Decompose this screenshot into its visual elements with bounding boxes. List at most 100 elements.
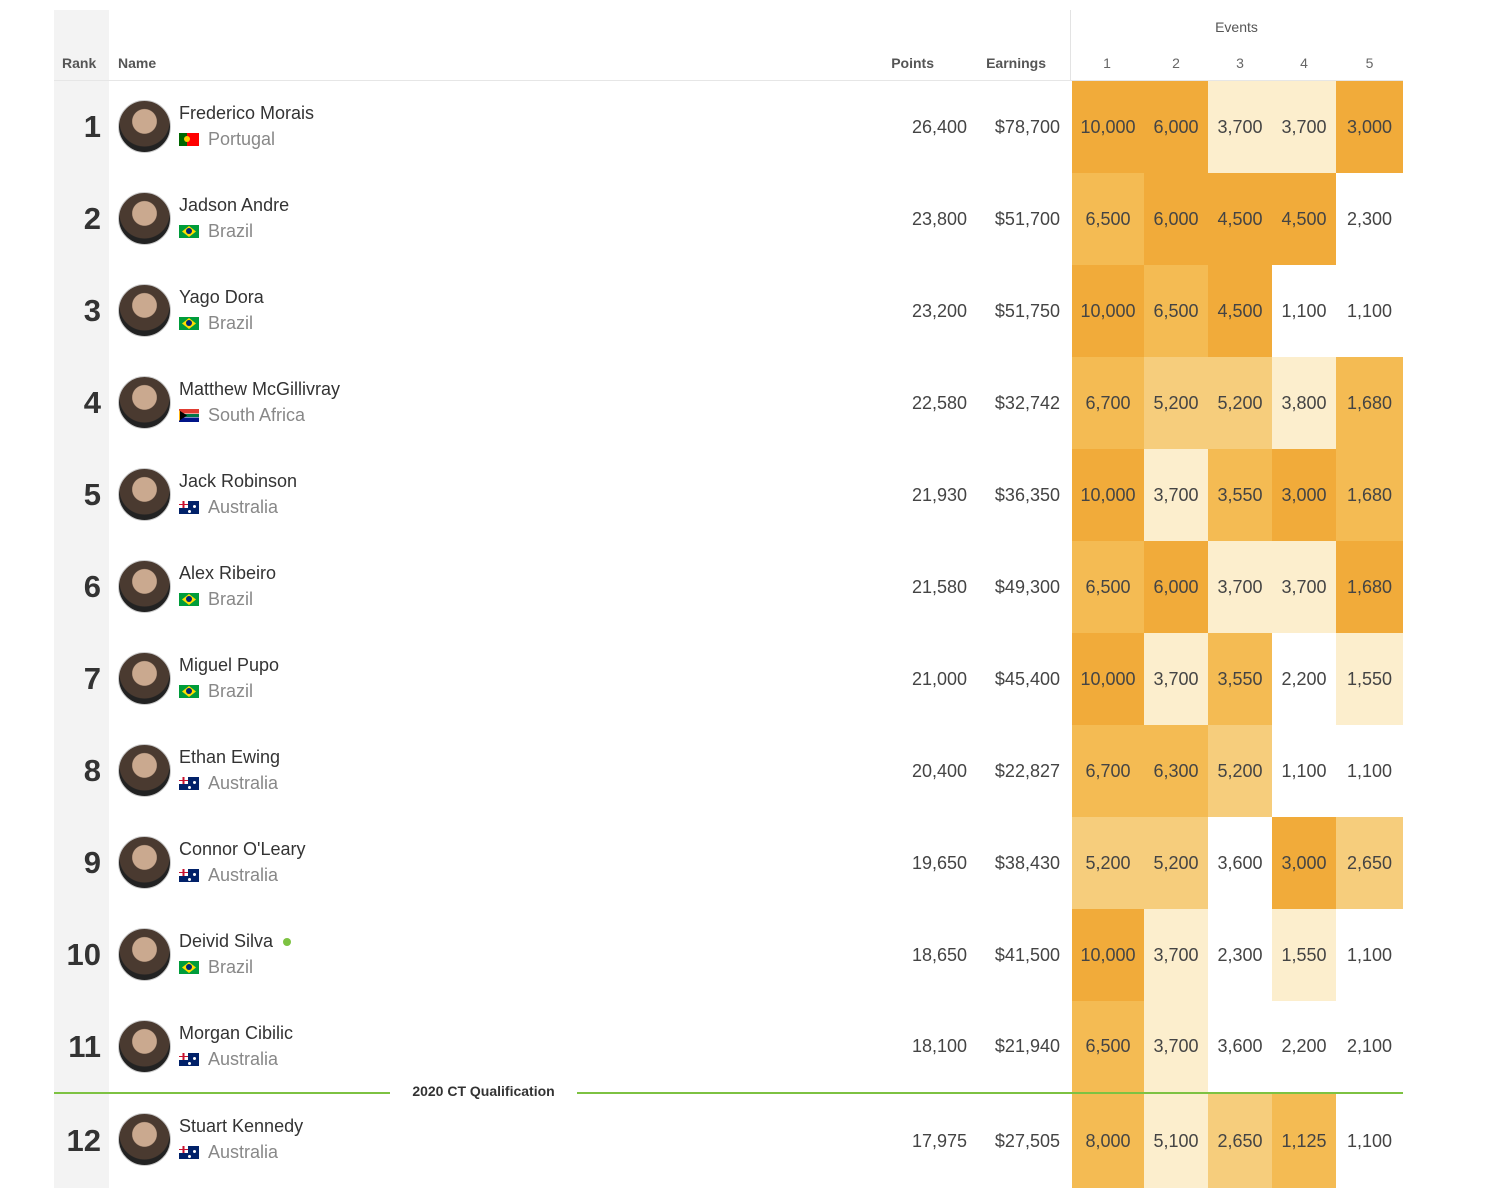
rank-header[interactable]: Rank bbox=[62, 55, 97, 71]
rank-cell: 5 bbox=[54, 449, 109, 541]
rank-cell: 3 bbox=[54, 265, 109, 357]
country: Brazil bbox=[179, 313, 253, 334]
points-header[interactable]: Points bbox=[891, 55, 934, 71]
country-name: Brazil bbox=[208, 221, 254, 241]
earnings-value: $36,350 bbox=[994, 484, 1060, 505]
surfer-name-text[interactable]: Jack Robinson bbox=[179, 471, 298, 491]
event-3-score: 3,550 bbox=[1208, 633, 1272, 725]
table-row[interactable]: 7 Miguel Pupo Brazil 21,000 $45,400 10,000 3,7… bbox=[54, 633, 1403, 725]
surfer-name[interactable]: Matthew McGillivray bbox=[179, 379, 340, 400]
earnings-value: $51,750 bbox=[994, 300, 1060, 321]
avatar[interactable] bbox=[118, 376, 171, 429]
surfer-name-text[interactable]: Frederico Morais bbox=[179, 103, 315, 123]
surfer-name[interactable]: Miguel Pupo bbox=[179, 655, 279, 676]
avatar[interactable] bbox=[118, 928, 171, 981]
surfer-name-text[interactable]: Connor O'Leary bbox=[179, 839, 306, 859]
surfer-name-text[interactable]: Alex Ribeiro bbox=[179, 563, 277, 583]
name-header[interactable]: Name bbox=[118, 55, 157, 71]
event-3-score: 2,650 bbox=[1208, 1094, 1272, 1188]
event-3-header[interactable]: 3 bbox=[1236, 55, 1244, 71]
avatar[interactable] bbox=[118, 100, 171, 153]
surfer-name[interactable]: Alex Ribeiro bbox=[179, 563, 276, 584]
qualification-line-left bbox=[54, 1092, 390, 1094]
surfer-name-text[interactable]: Deivid Silva bbox=[179, 931, 274, 951]
rank-number: 5 bbox=[83, 477, 101, 512]
points-value: 17,975 bbox=[911, 1130, 967, 1151]
surfer-name-text[interactable]: Jadson Andre bbox=[179, 195, 290, 215]
country-name: Australia bbox=[208, 1049, 279, 1069]
surfer-name-text[interactable]: Miguel Pupo bbox=[179, 655, 280, 675]
qualification-label: 2020 CT Qualification bbox=[390, 1083, 577, 1099]
country: Australia bbox=[179, 497, 278, 518]
surfer-name[interactable]: Morgan Cibilic bbox=[179, 1023, 293, 1044]
surfer-name-text[interactable]: Stuart Kennedy bbox=[179, 1116, 304, 1136]
avatar[interactable] bbox=[118, 468, 171, 521]
surfer-name[interactable]: Frederico Morais bbox=[179, 103, 314, 124]
event-4-score: 3,800 bbox=[1272, 357, 1336, 449]
event-4-score: 1,100 bbox=[1272, 725, 1336, 817]
avatar[interactable] bbox=[118, 560, 171, 613]
avatar[interactable] bbox=[118, 1020, 171, 1073]
event-3-score: 5,200 bbox=[1208, 725, 1272, 817]
surfer-name[interactable]: Connor O'Leary bbox=[179, 839, 306, 860]
event-1-header[interactable]: 1 bbox=[1103, 55, 1111, 71]
surfer-name[interactable]: Stuart Kennedy bbox=[179, 1116, 303, 1137]
surfer-name-text[interactable]: Morgan Cibilic bbox=[179, 1023, 294, 1043]
table-row[interactable]: 9 Connor O'Leary Australia 19,650 $38,430 5,2… bbox=[54, 817, 1403, 909]
table-row[interactable]: 6 Alex Ribeiro Brazil 21,580 $49,300 6,500 6,0… bbox=[54, 541, 1403, 633]
event-5-score: 1,680 bbox=[1336, 449, 1403, 541]
table-row[interactable]: 8 Ethan Ewing Australia 20,400 $22,827 6,700 6… bbox=[54, 725, 1403, 817]
table-row[interactable]: 10 Deivid Silva Brazil 18,650 $41,500 10,000 3… bbox=[54, 909, 1403, 1001]
table-row[interactable]: 12 Stuart Kennedy Australia 17,975 $27,505 8,… bbox=[54, 1094, 1403, 1188]
event-5-score: 1,680 bbox=[1336, 541, 1403, 633]
table-row[interactable]: 5 Jack Robinson Australia 21,930 $36,350 10,0… bbox=[54, 449, 1403, 541]
surfer-name[interactable]: Ethan Ewing bbox=[179, 747, 280, 768]
table-row[interactable]: 3 Yago Dora Brazil 23,200 $51,750 10,000 6,500… bbox=[54, 265, 1403, 357]
status-dot-icon bbox=[283, 938, 292, 947]
earnings-header[interactable]: Earnings bbox=[986, 55, 1046, 71]
points-value: 21,000 bbox=[911, 668, 967, 689]
event-4-header[interactable]: 4 bbox=[1300, 55, 1308, 71]
event-1-score: 10,000 bbox=[1072, 265, 1144, 357]
event-2-header[interactable]: 2 bbox=[1172, 55, 1180, 71]
surfer-name-text[interactable]: Yago Dora bbox=[179, 287, 264, 307]
event-1-score: 8,000 bbox=[1072, 1094, 1144, 1188]
avatar[interactable] bbox=[118, 192, 171, 245]
surfer-name[interactable]: Yago Dora bbox=[179, 287, 264, 308]
events-divider bbox=[1070, 10, 1071, 80]
earnings-value: $32,742 bbox=[994, 392, 1060, 413]
points-value: 22,580 bbox=[911, 392, 967, 413]
table-row[interactable]: 4 Matthew McGillivray South Africa 22,580 $3… bbox=[54, 357, 1403, 449]
points-value: 21,930 bbox=[911, 484, 967, 505]
table-row[interactable]: 1 Frederico Morais Portugal 26,400 $78,700 10… bbox=[54, 81, 1403, 173]
surfer-name-text[interactable]: Matthew McGillivray bbox=[179, 379, 341, 399]
au-flag-icon bbox=[179, 501, 199, 514]
qualification-cutoff: 2020 CT Qualification bbox=[54, 1083, 1403, 1099]
surfer-name[interactable]: Jadson Andre bbox=[179, 195, 289, 216]
avatar[interactable] bbox=[118, 652, 171, 705]
country-name: Brazil bbox=[208, 957, 254, 977]
avatar[interactable] bbox=[118, 744, 171, 797]
table-header: Rank Name Points Earnings Events 1 2 3 4… bbox=[54, 10, 1403, 81]
earnings-value: $27,505 bbox=[994, 1130, 1060, 1151]
surfer-name[interactable]: Deivid Silva bbox=[179, 931, 292, 952]
rank-cell: 6 bbox=[54, 541, 109, 633]
event-5-header[interactable]: 5 bbox=[1365, 55, 1374, 71]
earnings-value: $21,940 bbox=[994, 1036, 1060, 1056]
points-value: 23,200 bbox=[911, 300, 967, 321]
table-row[interactable]: 11 Morgan Cibilic Australia 18,100 $21,940 6,… bbox=[54, 1001, 1403, 1092]
event-3-score: 2,300 bbox=[1208, 909, 1272, 1001]
avatar[interactable] bbox=[118, 1113, 171, 1166]
points-value: 19,650 bbox=[911, 852, 967, 873]
avatar[interactable] bbox=[118, 836, 171, 889]
br-flag-icon bbox=[179, 317, 199, 330]
surfer-name[interactable]: Jack Robinson bbox=[179, 471, 297, 492]
avatar[interactable] bbox=[118, 284, 171, 337]
table-row[interactable]: 2 Jadson Andre Brazil 23,800 $51,700 6,500 6,0… bbox=[54, 173, 1403, 265]
earnings-value: $45,400 bbox=[994, 668, 1060, 689]
rank-cell: 12 bbox=[54, 1094, 109, 1188]
surfer-name-text[interactable]: Ethan Ewing bbox=[179, 747, 281, 767]
event-5-score: 1,550 bbox=[1336, 633, 1403, 725]
event-2-score: 6,500 bbox=[1144, 265, 1208, 357]
event-4-score: 2,200 bbox=[1272, 1001, 1336, 1092]
